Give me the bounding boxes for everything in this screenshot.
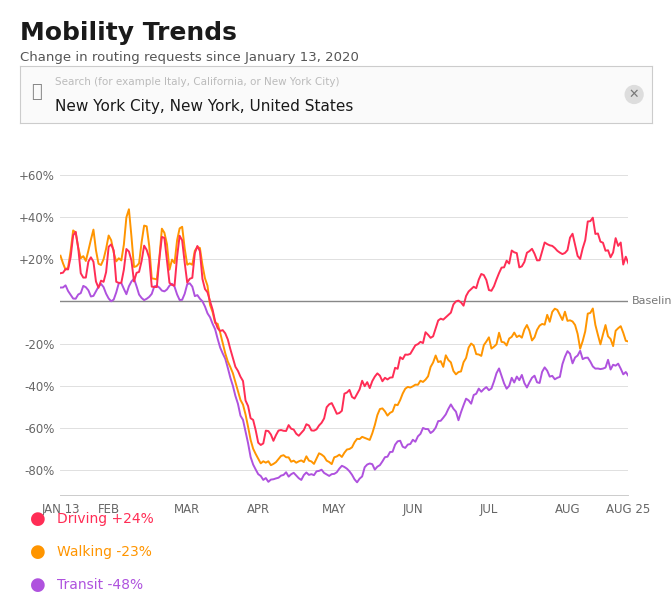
Text: Transit -48%: Transit -48% <box>57 578 143 592</box>
Text: ✕: ✕ <box>629 88 639 101</box>
Text: ●: ● <box>30 510 46 528</box>
Text: ⌕: ⌕ <box>32 83 42 101</box>
Text: ●: ● <box>30 543 46 561</box>
Text: Mobility Trends: Mobility Trends <box>20 21 237 45</box>
Text: ●: ● <box>30 576 46 594</box>
Text: New York City, New York, United States: New York City, New York, United States <box>55 99 353 114</box>
Text: Driving +24%: Driving +24% <box>57 512 154 526</box>
Text: Baseline: Baseline <box>632 296 672 307</box>
Text: Walking -23%: Walking -23% <box>57 545 152 559</box>
Text: Search (for example Italy, California, or New York City): Search (for example Italy, California, o… <box>55 77 339 88</box>
Text: Change in routing requests since January 13, 2020: Change in routing requests since January… <box>20 51 359 64</box>
